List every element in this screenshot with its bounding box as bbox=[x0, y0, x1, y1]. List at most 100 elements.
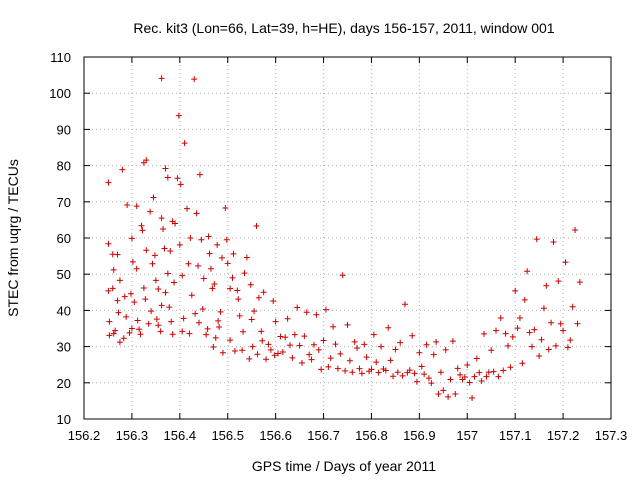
data-point bbox=[109, 285, 116, 292]
data-point bbox=[195, 319, 202, 326]
x-tick-label: 156.8 bbox=[355, 428, 388, 443]
data-point bbox=[224, 260, 231, 267]
data-point bbox=[512, 287, 519, 294]
x-tick-label: 156.5 bbox=[211, 428, 244, 443]
data-point bbox=[428, 380, 435, 387]
data-point bbox=[188, 292, 195, 299]
data-point bbox=[423, 341, 430, 348]
data-point bbox=[449, 338, 456, 345]
y-tick-label: 20 bbox=[57, 376, 71, 391]
data-point bbox=[466, 379, 473, 386]
data-point bbox=[296, 342, 303, 349]
data-point bbox=[247, 281, 254, 288]
data-point bbox=[552, 342, 559, 349]
data-point bbox=[241, 270, 248, 277]
data-point bbox=[481, 330, 488, 337]
data-point bbox=[119, 166, 126, 173]
data-point bbox=[110, 266, 117, 273]
data-point bbox=[271, 352, 278, 359]
data-point bbox=[162, 165, 169, 172]
data-point bbox=[287, 342, 294, 349]
y-tick-label: 110 bbox=[50, 50, 71, 65]
y-tick-label: 60 bbox=[57, 231, 71, 246]
data-point bbox=[284, 315, 291, 322]
data-point bbox=[198, 236, 205, 243]
data-point bbox=[164, 270, 171, 277]
data-point bbox=[416, 349, 423, 356]
data-point bbox=[313, 311, 320, 318]
y-tick-label: 40 bbox=[57, 303, 71, 318]
data-point bbox=[337, 350, 344, 357]
data-point bbox=[325, 363, 332, 370]
data-point bbox=[129, 258, 136, 265]
data-point bbox=[354, 345, 361, 352]
data-point bbox=[209, 285, 216, 292]
data-point bbox=[322, 306, 329, 313]
data-point bbox=[344, 321, 351, 328]
data-point bbox=[192, 310, 199, 317]
data-point bbox=[540, 305, 547, 312]
data-point bbox=[289, 354, 296, 361]
data-point bbox=[218, 254, 225, 261]
data-point bbox=[105, 179, 112, 186]
data-point bbox=[275, 350, 282, 357]
data-point bbox=[430, 351, 437, 358]
data-point bbox=[320, 337, 327, 344]
data-point bbox=[390, 373, 397, 380]
data-point bbox=[169, 331, 176, 338]
data-point bbox=[560, 327, 567, 334]
data-point bbox=[421, 371, 428, 378]
data-point bbox=[229, 274, 236, 281]
data-point bbox=[545, 346, 552, 353]
data-point bbox=[363, 354, 370, 361]
data-point bbox=[236, 312, 243, 319]
data-point bbox=[152, 277, 159, 284]
data-point bbox=[139, 227, 146, 234]
data-point bbox=[136, 326, 143, 333]
data-point bbox=[168, 318, 175, 325]
data-point bbox=[200, 275, 207, 282]
x-tick-label: 156.7 bbox=[307, 428, 340, 443]
data-point bbox=[158, 215, 165, 222]
data-point bbox=[147, 208, 154, 215]
data-point bbox=[124, 202, 131, 209]
data-point bbox=[205, 233, 212, 240]
data-point bbox=[246, 355, 253, 362]
data-point bbox=[447, 376, 454, 383]
data-point bbox=[495, 373, 502, 380]
data-point bbox=[327, 355, 334, 362]
data-point bbox=[555, 278, 562, 285]
data-point bbox=[445, 393, 452, 400]
y-tick-label: 100 bbox=[49, 86, 71, 101]
data-point bbox=[227, 337, 234, 344]
data-point bbox=[126, 329, 133, 336]
data-point bbox=[110, 330, 117, 337]
data-point bbox=[334, 365, 341, 372]
data-point bbox=[342, 367, 349, 374]
data-points bbox=[105, 75, 583, 402]
data-point bbox=[473, 355, 480, 362]
data-point bbox=[254, 351, 261, 358]
data-point bbox=[368, 366, 375, 373]
axis-ticks bbox=[83, 56, 612, 420]
data-point bbox=[504, 342, 511, 349]
x-tick-label: 157.3 bbox=[595, 428, 628, 443]
data-point bbox=[239, 347, 246, 354]
data-point bbox=[177, 181, 184, 188]
data-point bbox=[219, 349, 226, 356]
data-point bbox=[235, 296, 242, 303]
data-point bbox=[516, 315, 523, 322]
data-point bbox=[155, 286, 162, 293]
data-point bbox=[123, 313, 130, 320]
data-point bbox=[550, 238, 557, 245]
data-point bbox=[151, 252, 158, 259]
data-point bbox=[185, 260, 192, 267]
data-point bbox=[106, 318, 113, 325]
y-tick-label: 80 bbox=[57, 159, 71, 174]
data-point bbox=[167, 248, 174, 255]
data-point bbox=[116, 277, 123, 284]
data-point bbox=[114, 251, 121, 258]
data-point bbox=[536, 353, 543, 360]
data-point bbox=[234, 287, 241, 294]
data-point bbox=[217, 308, 224, 315]
